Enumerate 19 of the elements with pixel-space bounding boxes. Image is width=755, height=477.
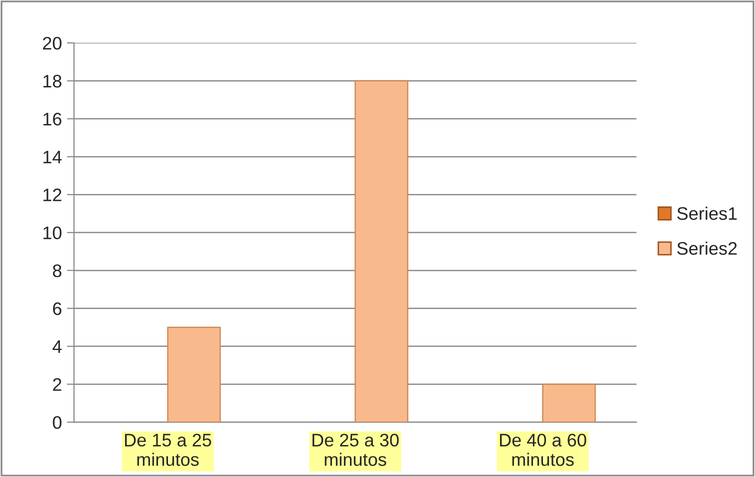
y-tick-label: 4	[52, 340, 62, 353]
x-tick-label: De 15 a 25 minutos	[125, 434, 212, 466]
bar	[354, 80, 408, 422]
y-tick-label: 16	[43, 112, 62, 126]
x-tick-label: De 25 a 30 minutos	[312, 434, 399, 466]
y-tick-label: 0	[52, 416, 62, 429]
y-tick-label: 10	[43, 226, 62, 240]
y-tick-label: 8	[52, 264, 62, 278]
legend-label: Series2	[677, 242, 737, 255]
bar	[167, 326, 221, 422]
legend-label: Series1	[677, 206, 737, 220]
bar	[542, 384, 596, 422]
x-tick-label: De 40 a 60 minutos	[500, 434, 586, 466]
y-tick-label: 18	[43, 74, 62, 88]
y-tick-label: 6	[53, 302, 62, 316]
y-tick-label: 12	[43, 188, 62, 202]
y-tick-label: 2	[53, 378, 62, 391]
y-tick-label: 20	[43, 36, 62, 50]
y-tick-label: 14	[43, 150, 62, 164]
